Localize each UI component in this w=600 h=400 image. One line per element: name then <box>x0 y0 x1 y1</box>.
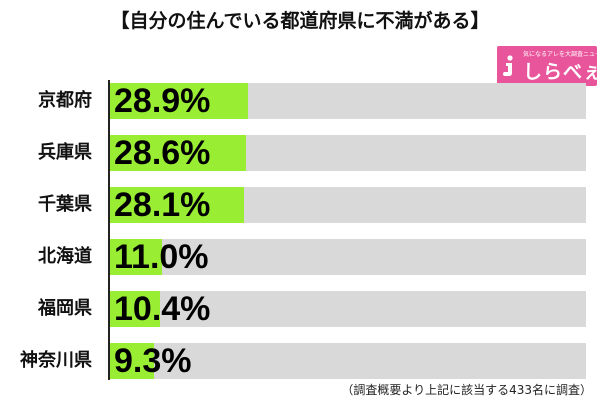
shirabee-logo: 気になるアレを大調査ニュース！ しらべぇ <box>497 46 597 86</box>
bar-row: 兵庫県 28.6% <box>0 134 600 172</box>
category-axis-line <box>108 80 110 380</box>
category-label: 兵庫県 <box>38 142 92 163</box>
bar-row: 福岡県 10.4% <box>0 290 600 328</box>
bar-track <box>110 239 586 275</box>
chart-title: 【自分の住んでいる都道府県に不満がある】 <box>110 10 490 32</box>
logo-name: しらべぇ <box>523 61 597 83</box>
logo-mark-icon <box>503 55 513 76</box>
bar-row: 京都府 28.9% <box>0 82 600 120</box>
category-label: 千葉県 <box>38 194 92 215</box>
bar <box>110 291 160 327</box>
bar-track <box>110 291 586 327</box>
data-label: 10.4% <box>114 290 211 328</box>
data-label: 28.6% <box>114 134 211 172</box>
data-label: 28.1% <box>114 186 211 224</box>
bar-row: 北海道 11.0% <box>0 238 600 276</box>
bar <box>110 187 244 223</box>
category-label: 神奈川県 <box>20 350 92 371</box>
footnote: （調査概要より上記に該当する433名に調査） <box>341 383 592 397</box>
logo-tagline: 気になるアレを大調査ニュース！ <box>523 51 597 58</box>
category-label: 福岡県 <box>38 298 92 319</box>
bar-row: 神奈川県 9.3% <box>0 342 600 380</box>
bar <box>110 343 155 379</box>
category-label: 北海道 <box>38 246 92 267</box>
data-label: 11.0% <box>114 238 209 276</box>
category-label: 京都府 <box>38 90 92 111</box>
bar <box>110 239 163 275</box>
bar <box>110 83 248 119</box>
bar-track <box>110 343 586 379</box>
data-label: 9.3% <box>114 342 192 380</box>
bar <box>110 135 247 171</box>
bar-row: 千葉県 28.1% <box>0 186 600 224</box>
data-label: 28.9% <box>114 82 211 120</box>
